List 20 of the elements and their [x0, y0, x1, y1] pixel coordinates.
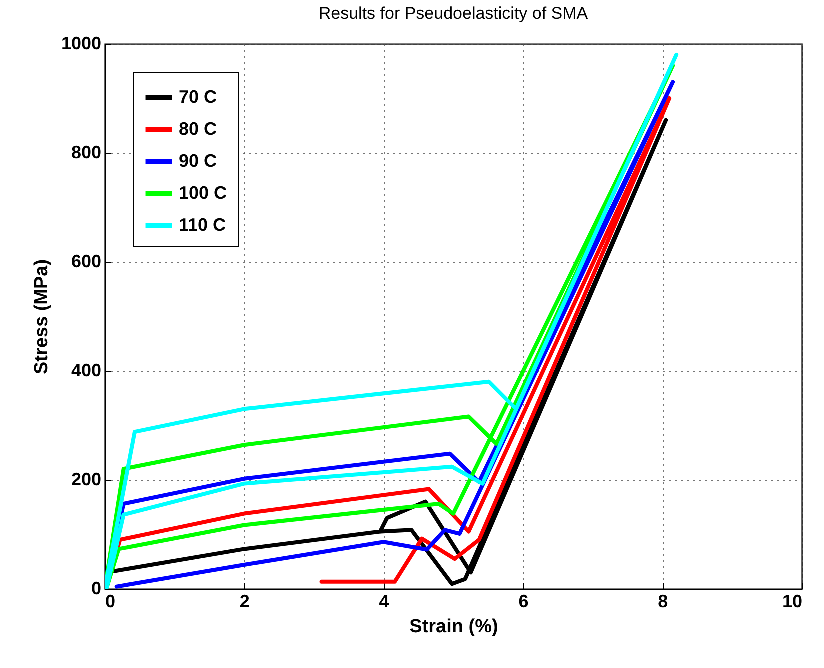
legend-label: 70 C	[179, 87, 218, 107]
y-axis-title: Stress (MPa)	[31, 259, 52, 375]
x-tick-label: 8	[658, 592, 668, 612]
x-tick-label: 0	[106, 592, 116, 612]
y-tick-label: 400	[71, 360, 102, 380]
y-tick-label: 600	[71, 252, 102, 272]
legend-label: 110 C	[179, 215, 226, 235]
x-tick-label: 10	[782, 592, 802, 612]
y-tick-label: 800	[71, 142, 102, 162]
legend-label: 80 C	[179, 119, 218, 139]
y-tick-label: 0	[91, 578, 102, 598]
y-tick-label: 200	[71, 470, 102, 490]
x-axis-title: Strain (%)	[410, 616, 498, 638]
legend-label: 100 C	[179, 183, 228, 203]
chart-title: Results for Pseudoelasticity of SMA	[318, 4, 589, 23]
x-tick-label: 4	[379, 592, 390, 612]
x-tick-label: 6	[518, 592, 529, 612]
x-tick-label: 2	[240, 592, 250, 612]
legend-label: 90 C	[179, 151, 218, 171]
y-tick-label: 1000	[61, 34, 102, 54]
